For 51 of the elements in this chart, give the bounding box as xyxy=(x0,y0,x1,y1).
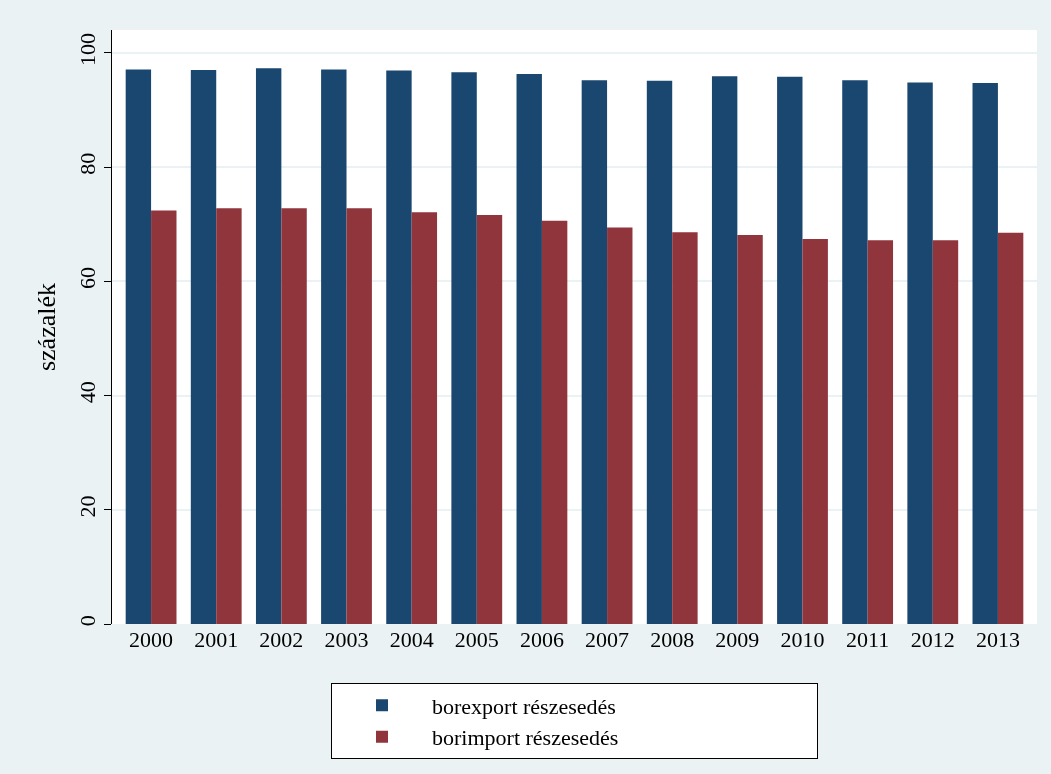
bar xyxy=(607,227,633,624)
bar xyxy=(737,235,763,624)
bar xyxy=(255,68,282,624)
x-tick-label: 2011 xyxy=(846,627,890,652)
x-tick-label: 2003 xyxy=(324,627,369,652)
x-tick-label: 2005 xyxy=(454,627,499,652)
bar xyxy=(125,69,152,624)
x-tick-label: 2008 xyxy=(650,627,695,652)
bar xyxy=(216,208,242,624)
y-tick-label: 40 xyxy=(75,381,101,404)
x-tick-label: 2006 xyxy=(519,627,564,652)
bar xyxy=(867,240,894,624)
y-axis-title: százalék xyxy=(31,282,61,372)
y-tick-label: 20 xyxy=(75,495,101,518)
bar xyxy=(842,80,868,624)
bar xyxy=(411,212,438,624)
bar xyxy=(476,215,503,624)
bar xyxy=(672,232,698,624)
bar xyxy=(932,240,959,624)
bar xyxy=(190,69,217,624)
bar xyxy=(451,72,477,624)
x-tick-label: 2007 xyxy=(585,627,630,652)
x-tick-label: 2000 xyxy=(129,627,174,652)
y-tick-label: 0 xyxy=(75,615,101,627)
bar xyxy=(346,208,372,624)
legend-label: borexport részesedés xyxy=(432,693,616,719)
bar xyxy=(972,83,998,624)
legend-label: borimport részesedés xyxy=(432,725,619,751)
x-tick-label: 2013 xyxy=(975,627,1020,652)
bar xyxy=(581,80,608,624)
bar xyxy=(907,82,933,624)
x-tick-label: 2012 xyxy=(910,627,955,652)
bar xyxy=(321,69,347,624)
bar xyxy=(711,76,738,624)
bar xyxy=(646,80,673,624)
bar xyxy=(802,239,828,624)
bar xyxy=(281,208,307,624)
bar xyxy=(386,70,412,624)
x-tick-label: 2004 xyxy=(389,627,434,652)
bar xyxy=(516,73,542,624)
y-tick-label: 60 xyxy=(75,267,101,290)
x-tick-label: 2009 xyxy=(715,627,760,652)
bar xyxy=(151,210,177,624)
bar xyxy=(777,76,803,624)
y-tick-label: 100 xyxy=(75,33,101,67)
bar xyxy=(541,220,568,624)
y-tick-label: 80 xyxy=(75,152,101,175)
x-tick-label: 2001 xyxy=(194,627,239,652)
x-tick-label: 2002 xyxy=(259,627,304,652)
x-tick-label: 2010 xyxy=(780,627,825,652)
bar xyxy=(997,232,1024,624)
